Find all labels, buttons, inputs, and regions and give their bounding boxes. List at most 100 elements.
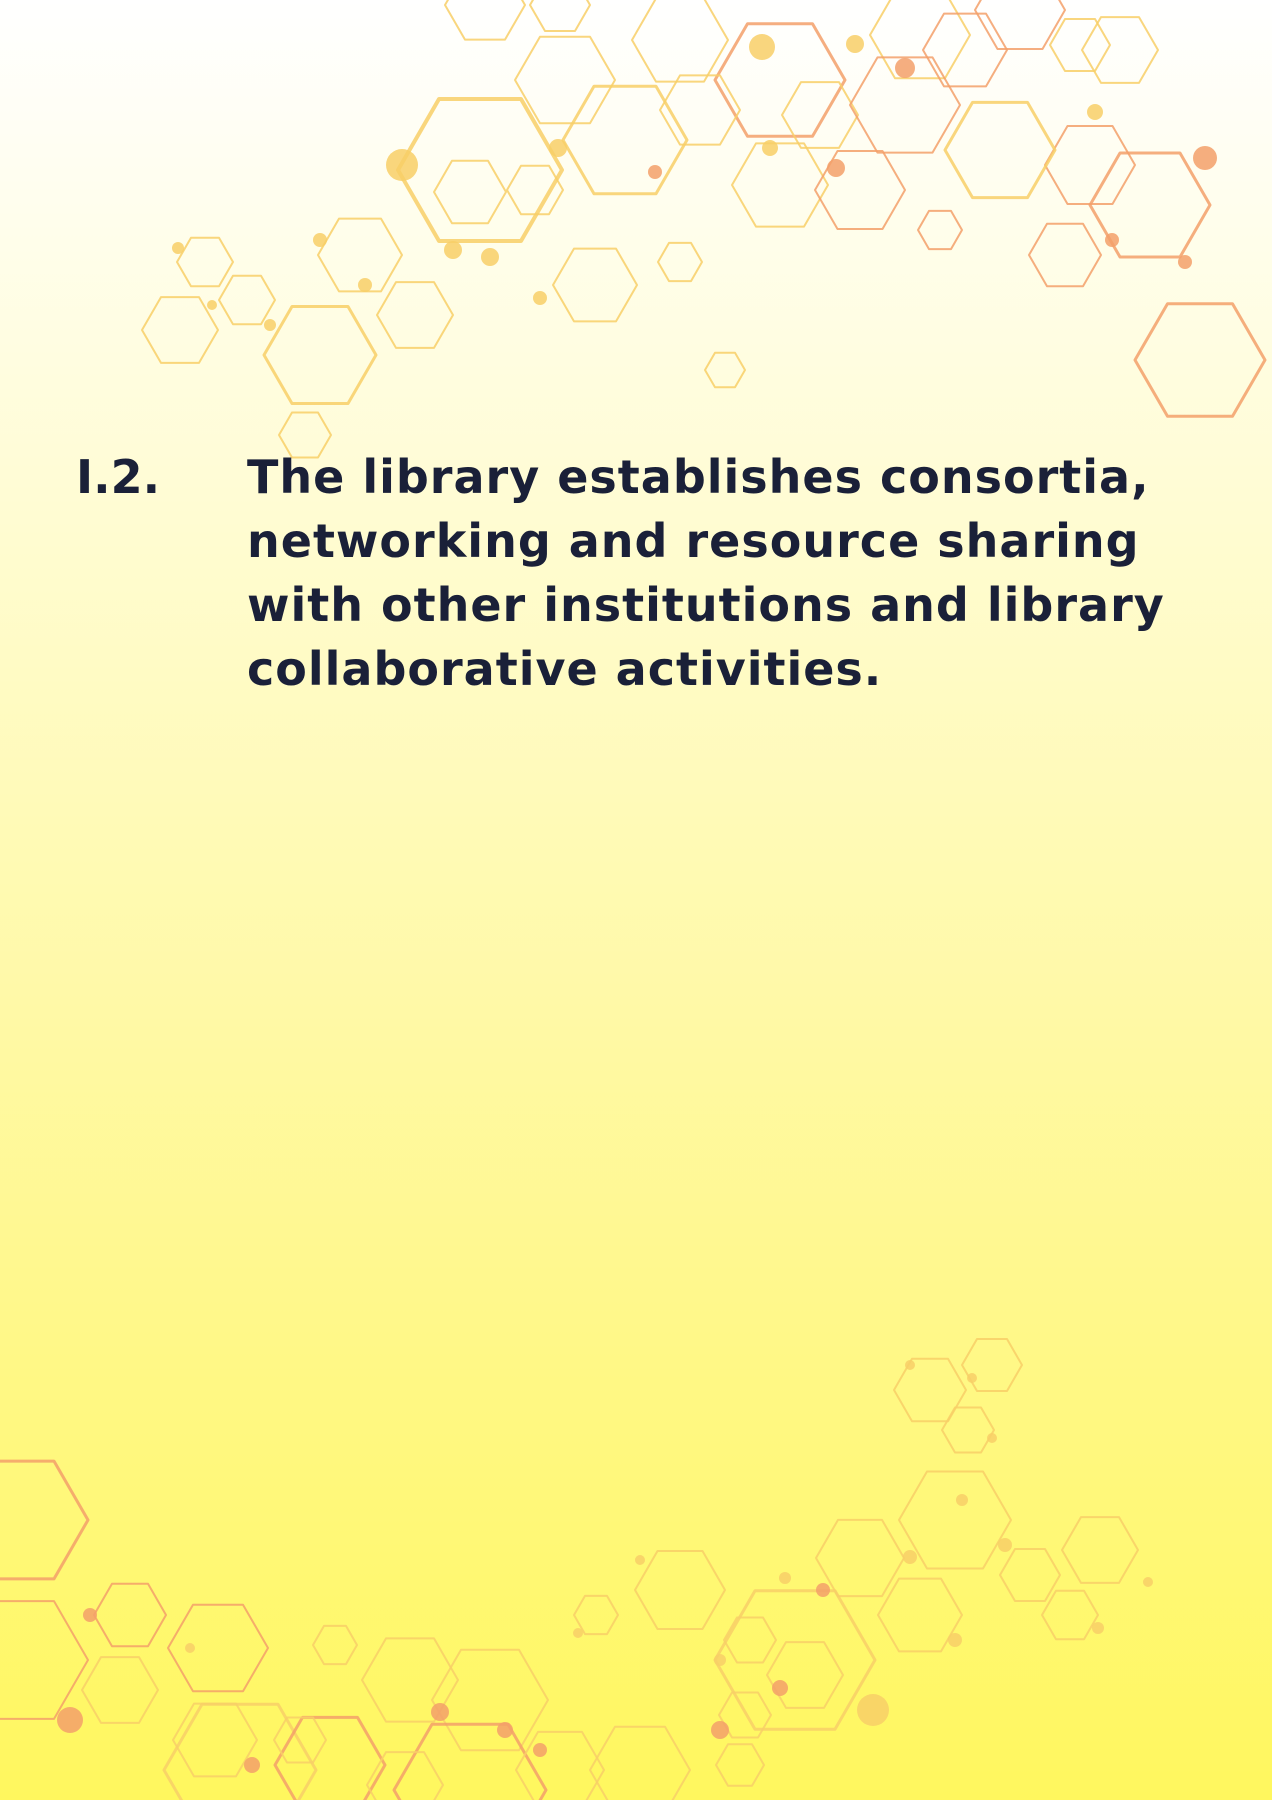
node-dot: [779, 1572, 791, 1584]
hexagon-shape: [704, 351, 746, 389]
node-dot: [711, 1721, 729, 1739]
hexagon-shape: [433, 159, 507, 225]
node-dot: [635, 1555, 645, 1565]
hexagon-shape: [943, 100, 1057, 200]
node-dot: [905, 1360, 915, 1370]
hexagon-shape: [849, 56, 961, 154]
hexagon-shape: [718, 1691, 772, 1739]
hexagon-shape: [1028, 222, 1102, 288]
hexagon-shape: [172, 1702, 258, 1778]
hexagon-shape: [631, 0, 729, 83]
hexagon-shape: [529, 0, 591, 32]
hexagon-shape: [0, 1600, 89, 1720]
hexagon-shape: [376, 281, 454, 349]
node-dot: [264, 319, 276, 331]
statement: I.2. The library establishes consortia, …: [76, 445, 1176, 701]
statement-number: I.2.: [76, 450, 161, 504]
node-dot: [998, 1538, 1012, 1552]
node-dot: [573, 1628, 583, 1638]
node-dot: [386, 149, 418, 181]
statement-text: The library establishes consortia, netwo…: [247, 450, 1165, 696]
hexagon-shape: [1049, 18, 1111, 72]
hexagon-shape: [167, 1603, 269, 1693]
node-dot: [857, 1694, 889, 1726]
node-dot: [533, 1743, 547, 1757]
node-dot: [313, 233, 327, 247]
hexagon-shape: [81, 1656, 159, 1724]
hexagon-shape: [312, 1624, 358, 1666]
node-dot: [948, 1633, 962, 1647]
node-dot: [1178, 255, 1192, 269]
node-dot: [57, 1707, 83, 1733]
hexagon-shape: [361, 1637, 459, 1723]
hexagon-shape: [715, 1743, 765, 1787]
hexagon-shape: [515, 1730, 605, 1800]
hexagon-shape: [589, 1725, 691, 1800]
hexagon-shape: [317, 217, 403, 293]
hexagon-shape: [1041, 1589, 1099, 1641]
hexagon-shape: [974, 0, 1066, 50]
hexagon-shape: [93, 1582, 167, 1648]
hexagon-shape: [898, 1470, 1012, 1570]
node-dot: [83, 1608, 97, 1622]
node-dot: [895, 58, 915, 78]
node-dot: [533, 291, 547, 305]
hexagon-shape: [941, 1406, 995, 1454]
node-dot: [172, 242, 184, 254]
hexagon-shape: [815, 1518, 905, 1598]
node-dot: [827, 159, 845, 177]
node-dot: [987, 1433, 997, 1443]
node-dot: [1143, 1577, 1153, 1587]
node-dot: [549, 139, 567, 157]
hexagon-shape: [561, 84, 689, 196]
node-dot: [903, 1550, 917, 1564]
node-dot: [444, 241, 462, 259]
hexagon-shape: [634, 1550, 726, 1630]
hexagon-shape: [1044, 125, 1136, 205]
hexagon-shape: [444, 0, 526, 41]
node-dot: [497, 1722, 513, 1738]
node-dot: [1193, 146, 1217, 170]
hexagon-shape: [514, 35, 616, 125]
hexagon-shape: [877, 1577, 963, 1653]
hexagon-shape: [657, 241, 703, 283]
node-dot: [648, 165, 662, 179]
hexagon-shape: [1081, 16, 1159, 84]
hexagon-shape: [262, 305, 378, 405]
hexagon-shape: [392, 1722, 548, 1800]
node-dot: [1105, 233, 1119, 247]
hexagon-shape: [141, 296, 219, 364]
hexagon-shape: [723, 1616, 777, 1664]
hexagon-shape: [278, 411, 332, 459]
node-dot: [431, 1703, 449, 1721]
node-dot: [244, 1757, 260, 1773]
hexagon-shape: [1088, 151, 1212, 259]
hexagon-shape: [552, 247, 638, 323]
hexagon-shape: [431, 1648, 549, 1752]
hexagon-shape: [176, 236, 234, 288]
node-dot: [185, 1643, 195, 1653]
node-dot: [956, 1494, 968, 1506]
hexagon-shape: [869, 0, 971, 80]
node-dot: [846, 35, 864, 53]
hexagon-shape: [814, 150, 906, 230]
hexagon-shape: [218, 274, 276, 326]
node-dot: [816, 1583, 830, 1597]
node-dot: [714, 1654, 726, 1666]
hexagon-shape: [1133, 302, 1267, 418]
hexagon-shape: [731, 142, 829, 228]
node-dot: [749, 34, 775, 60]
hexagon-shape: [922, 12, 1008, 88]
hexagon-shape: [506, 164, 564, 216]
node-dot: [1087, 104, 1103, 120]
node-dot: [358, 278, 372, 292]
hexagon-shape: [0, 1459, 90, 1581]
node-dot: [772, 1680, 788, 1696]
hexagon-shape: [999, 1548, 1061, 1602]
hexagon-shape: [781, 81, 859, 149]
node-dot: [967, 1373, 977, 1383]
hexagon-shape: [366, 1751, 444, 1800]
hexagon-shape: [766, 1641, 844, 1709]
hexagon-shape: [961, 1338, 1023, 1392]
